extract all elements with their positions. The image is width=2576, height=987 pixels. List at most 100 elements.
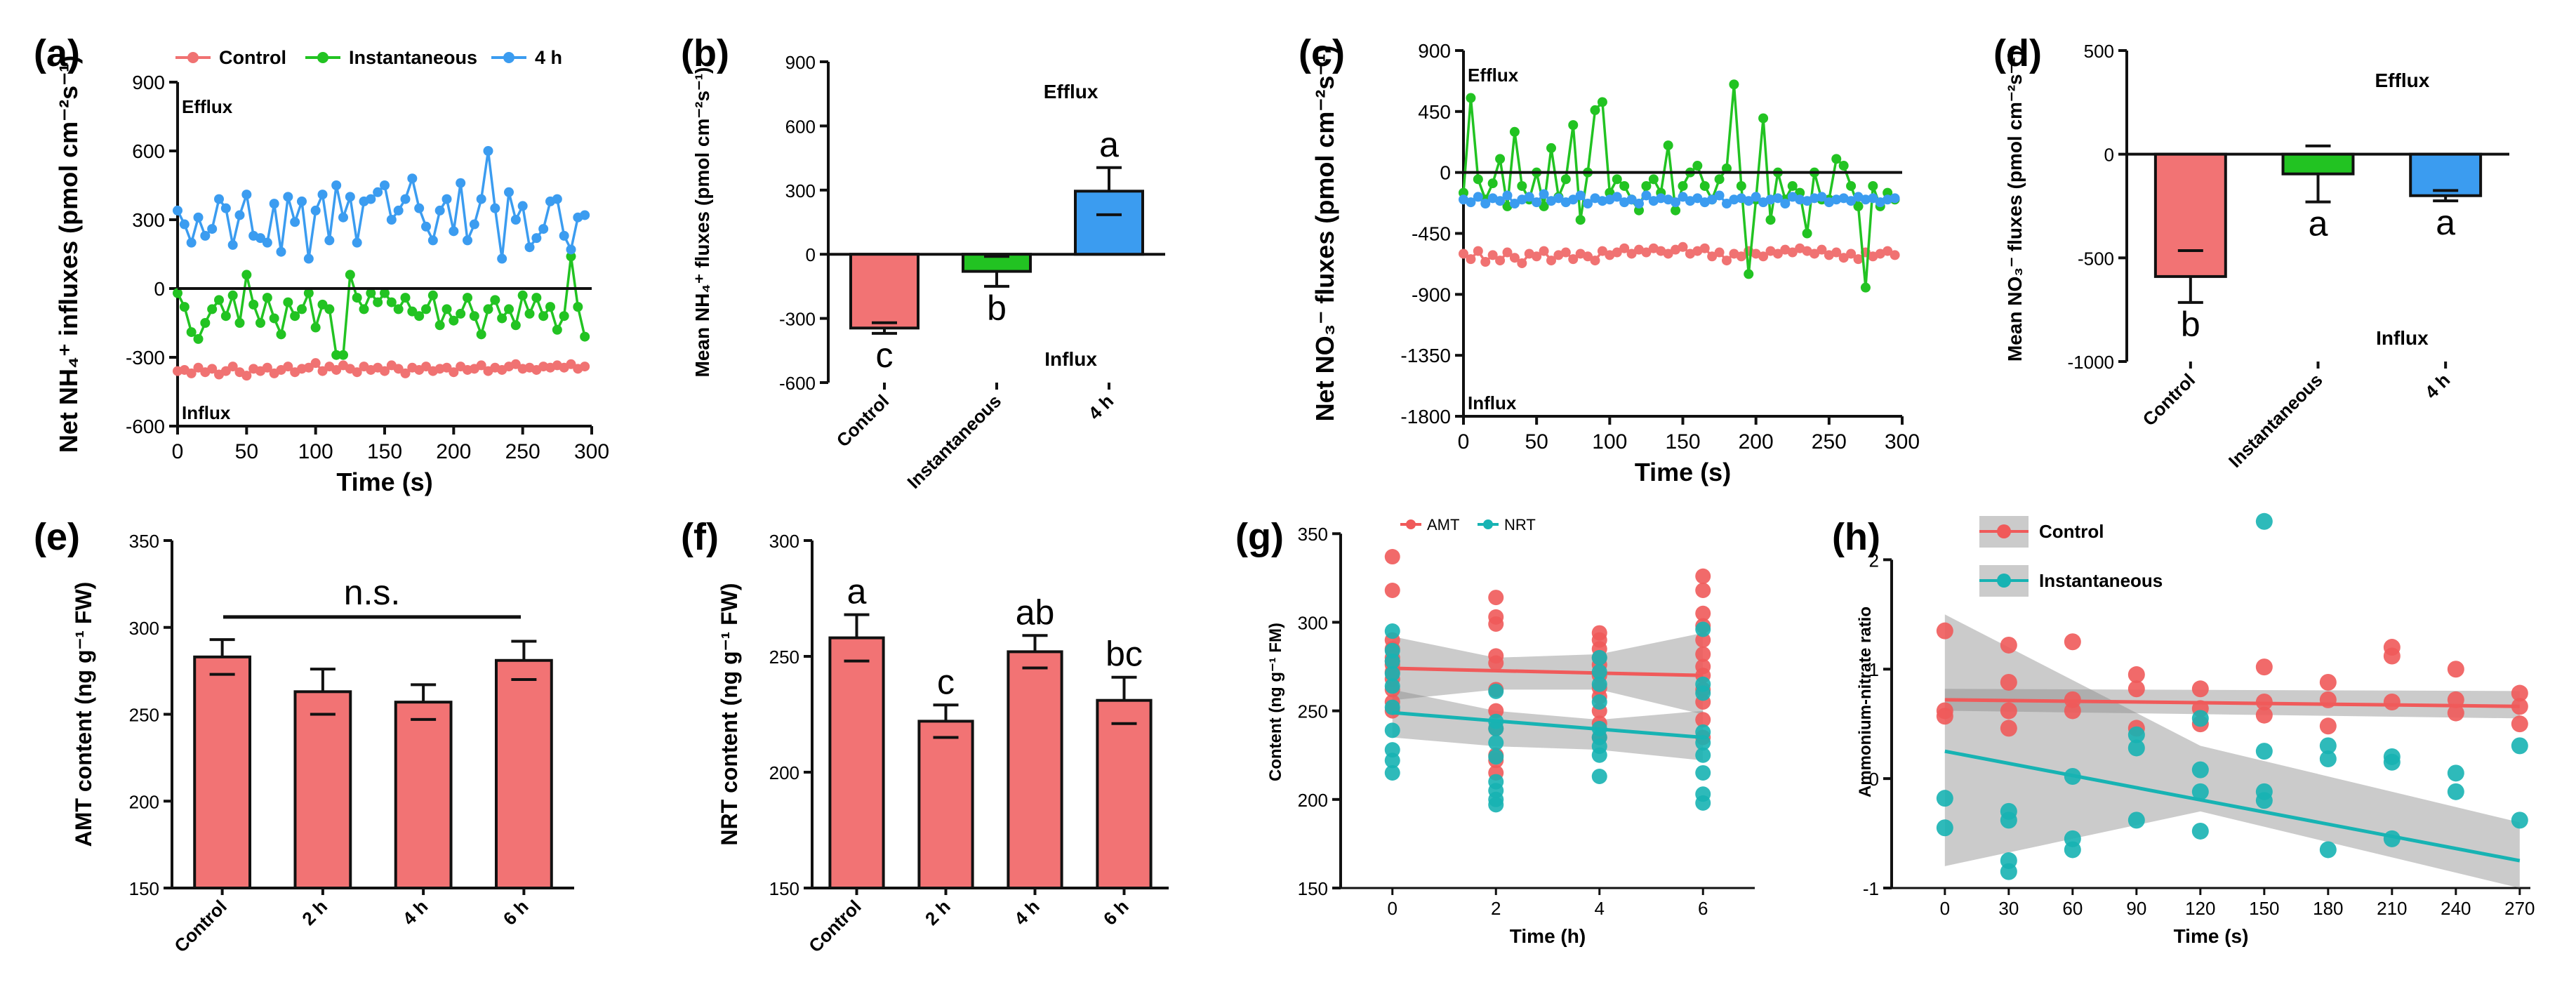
data-point xyxy=(331,364,342,375)
data-point xyxy=(524,242,535,253)
data-point xyxy=(1695,583,1711,598)
data-point xyxy=(234,318,245,328)
data-point xyxy=(1695,685,1711,701)
data-point xyxy=(2319,737,2337,755)
data-point xyxy=(303,253,314,264)
data-point xyxy=(2000,636,2017,654)
data-point xyxy=(331,350,342,360)
data-point xyxy=(1714,247,1725,258)
data-point xyxy=(317,190,328,200)
data-point xyxy=(2064,702,2081,720)
data-point xyxy=(345,270,355,280)
data-point xyxy=(179,219,190,230)
data-point xyxy=(186,368,197,378)
y-tick-label: -300 xyxy=(779,309,816,330)
data-point xyxy=(380,366,390,376)
data-point xyxy=(207,304,218,314)
x-tick-label: 150 xyxy=(1665,430,1700,453)
data-point xyxy=(1765,215,1776,225)
panel-g: (g) Content (ng g⁻¹ FM) 150 200 250 300 350 0 2 4… xyxy=(1235,516,1755,947)
data-point xyxy=(1612,192,1622,202)
data-point xyxy=(1539,246,1549,256)
data-point xyxy=(497,253,507,264)
data-point xyxy=(1729,79,1739,90)
data-point xyxy=(373,297,383,307)
significance-letter: a xyxy=(1099,125,1119,164)
data-point xyxy=(1517,258,1527,268)
data-point xyxy=(559,230,569,241)
data-point xyxy=(1539,189,1549,199)
data-point xyxy=(1488,749,1504,765)
data-point xyxy=(1591,664,1607,680)
data-point xyxy=(421,304,431,314)
data-point xyxy=(317,299,328,310)
data-point xyxy=(276,246,286,257)
fit-line-nrt xyxy=(1392,710,1704,739)
influx-label: Influx xyxy=(1044,348,1097,370)
y-tick-label: 350 xyxy=(1298,524,1328,545)
data-point xyxy=(449,367,459,378)
data-point xyxy=(1634,205,1644,216)
influx-label: Influx xyxy=(2376,327,2429,349)
data-point xyxy=(1509,199,1520,209)
y-tick-label: 900 xyxy=(785,52,816,73)
data-point xyxy=(352,367,362,378)
data-point xyxy=(1459,187,1468,198)
data-point xyxy=(1560,174,1571,185)
x-axis-label: Time (s) xyxy=(2174,925,2249,947)
data-point xyxy=(1758,113,1769,124)
data-point xyxy=(1795,187,1805,198)
x-tick-label: Control xyxy=(170,896,231,957)
legend-marker xyxy=(503,52,514,63)
data-point xyxy=(1597,196,1607,206)
data-point xyxy=(303,288,314,298)
series-line-instantaneous xyxy=(176,256,586,357)
data-point xyxy=(262,293,272,303)
data-point xyxy=(1765,194,1776,205)
data-point xyxy=(1692,193,1703,204)
data-point xyxy=(1466,93,1476,103)
data-point xyxy=(1780,199,1791,209)
data-point xyxy=(1787,247,1798,258)
y-tick-label: 300 xyxy=(785,180,816,201)
data-point xyxy=(552,194,562,204)
data-point xyxy=(483,304,493,314)
data-point xyxy=(1488,703,1504,719)
data-point xyxy=(1488,590,1504,606)
data-point xyxy=(1517,180,1527,191)
bracket-text: n.s. xyxy=(344,573,401,612)
data-point xyxy=(366,288,376,298)
data-point xyxy=(1384,722,1400,738)
x-tick-label: Control xyxy=(804,896,865,957)
data-point xyxy=(179,302,190,312)
data-point xyxy=(1488,655,1504,671)
data-point xyxy=(1817,192,1827,202)
data-point xyxy=(1591,649,1607,665)
data-point xyxy=(552,324,562,335)
data-point xyxy=(338,350,348,360)
x-tick-label: 90 xyxy=(2126,898,2146,919)
x-tick-label: 210 xyxy=(2377,898,2407,919)
y-tick-label: -600 xyxy=(779,373,816,394)
x-tick-label: 270 xyxy=(2504,898,2535,919)
y-tick-label: 300 xyxy=(132,209,165,231)
data-point xyxy=(241,371,252,381)
x-tick-label: 240 xyxy=(2441,898,2471,919)
data-point xyxy=(1787,180,1798,191)
bar xyxy=(394,701,453,889)
data-point xyxy=(2447,661,2464,678)
legend-marker xyxy=(1997,574,2011,588)
data-point xyxy=(241,190,252,200)
y-tick-label: -450 xyxy=(1412,223,1451,245)
significance-letter: c xyxy=(876,336,894,375)
y-axis-label: NRT content (ng g⁻¹ FW) xyxy=(717,583,742,845)
y-tick-label: 0 xyxy=(1869,769,1879,790)
bar xyxy=(1007,650,1063,890)
data-point xyxy=(2255,706,2273,724)
y-tick-label: 600 xyxy=(785,116,816,137)
data-point xyxy=(2511,715,2528,733)
data-point xyxy=(1772,193,1783,204)
data-point xyxy=(2191,710,2209,727)
data-point xyxy=(441,304,452,314)
